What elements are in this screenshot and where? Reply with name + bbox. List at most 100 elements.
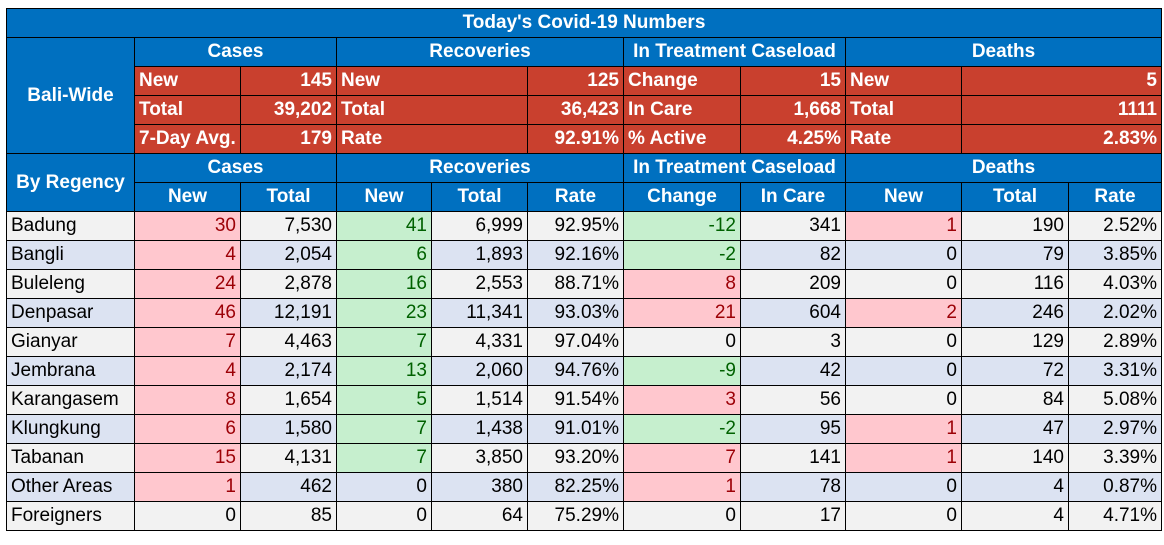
table-cell: 7 [336,327,432,357]
table-cell: 0.87% [1068,472,1162,502]
bali-wide-label-cell: Change [623,66,741,96]
table-cell: 140 [961,443,1069,473]
table-cell: 75.29% [527,501,624,531]
table-cell: 0 [336,501,432,531]
table-cell: 4 [961,472,1069,502]
bali-wide-label-cell: % Active [623,124,741,154]
regency-name: Buleleng [6,269,135,299]
table-cell: 7 [336,414,432,444]
regency-name: Karangasem [6,385,135,415]
table-cell: 8 [623,269,741,299]
table-cell: 93.03% [527,298,624,328]
table-cell: 1,654 [240,385,337,415]
table-cell: 0 [845,356,962,386]
table-cell: 209 [740,269,846,299]
table-cell: 2 [845,298,962,328]
table-cell: 3.31% [1068,356,1162,386]
column-header: Total [240,182,337,212]
table-cell: 3.39% [1068,443,1162,473]
table-cell: 5.08% [1068,385,1162,415]
table-cell: 7 [336,443,432,473]
table-row: Foreigners 0 85 0 64 75.29% 0 17 0 4 4.71% [6,501,1162,531]
table-cell: 4,463 [240,327,337,357]
bw-group-deaths: Deaths [845,37,1162,67]
regency-name: Gianyar [6,327,135,357]
table-cell: 1 [845,211,962,241]
bali-wide-label-cell: 7-Day Avg. [134,124,241,154]
table-cell: 129 [961,327,1069,357]
regency-name: Denpasar [6,298,135,328]
by-regency-label: By Regency [6,153,135,212]
table-cell: 91.01% [527,414,624,444]
table-cell: -12 [623,211,741,241]
table-cell: 12,191 [240,298,337,328]
table-cell: -2 [623,240,741,270]
table-cell: 0 [623,327,741,357]
table-cell: 1,514 [431,385,528,415]
table-cell: 4 [134,356,241,386]
table-cell: 97.04% [527,327,624,357]
bali-wide-label-cell: In Care [623,95,741,125]
reg-group-cases: Cases [134,153,337,183]
bali-wide-label-cell: New [845,66,962,96]
table-cell: 1,438 [431,414,528,444]
table-cell: 1 [845,414,962,444]
table-cell: 0 [845,501,962,531]
table-cell: 84 [961,385,1069,415]
table-cell: 141 [740,443,846,473]
bali-wide-label-cell: Total [336,95,528,125]
table-row: Denpasar 46 12,191 23 11,341 93.03% 21 604 2 246 2… [6,298,1162,328]
table-cell: 6 [336,240,432,270]
bw-group-recoveries: Recoveries [336,37,624,67]
column-header-row: New Total New Total Rate Change In Care New Tota… [7,182,1162,212]
table-cell: 2,553 [431,269,528,299]
table-cell: 23 [336,298,432,328]
table-cell: 2,878 [240,269,337,299]
bali-wide-value-cell: 179 [240,124,337,154]
column-header: New [845,182,962,212]
table-cell: 82 [740,240,846,270]
table-row: Jembrana 4 2,174 13 2,060 94.76% -9 42 0 72 3.31% [6,356,1162,386]
bali-wide-label-cell: Rate [336,124,528,154]
table-cell: 1 [845,443,962,473]
table-cell: 0 [623,501,741,531]
bali-wide-value-cell: 1111 [961,95,1162,125]
table-title: Today's Covid-19 Numbers [6,8,1162,38]
bali-wide-value-cell: 36,423 [527,95,624,125]
bali-wide-value-cell: 145 [240,66,337,96]
table-cell: 4.71% [1068,501,1162,531]
table-cell: 0 [845,240,962,270]
column-header: Change [623,182,741,212]
table-cell: 462 [240,472,337,502]
table-cell: 116 [961,269,1069,299]
table-cell: 4 [961,501,1069,531]
table-cell: 94.76% [527,356,624,386]
bali-wide-value-cell: 4.25% [740,124,846,154]
table-cell: 2,054 [240,240,337,270]
table-cell: 2.02% [1068,298,1162,328]
table-row: Buleleng 24 2,878 16 2,553 88.71% 8 209 0 116 4.03… [6,269,1162,299]
bw-group-treatment: In Treatment Caseload [623,37,846,67]
table-cell: 16 [336,269,432,299]
column-header: Total [431,182,528,212]
table-cell: 24 [134,269,241,299]
regency-name: Jembrana [6,356,135,386]
table-cell: -9 [623,356,741,386]
table-cell: 2.52% [1068,211,1162,241]
table-cell: 11,341 [431,298,528,328]
table-row: Badung 30 7,530 41 6,999 92.95% -12 341 1 190 2.52… [6,211,1162,241]
regency-name: Klungkung [6,414,135,444]
table-cell: 56 [740,385,846,415]
table-cell: 0 [845,385,962,415]
bali-wide-value-cell: 39,202 [240,95,337,125]
table-cell: 0 [845,327,962,357]
table-cell: 93.20% [527,443,624,473]
table-cell: 341 [740,211,846,241]
table-row: Other Areas 1 462 0 380 82.25% 1 78 0 4 0.87% [6,472,1162,502]
reg-group-treatment: In Treatment Caseload [623,153,846,183]
table-cell: 79 [961,240,1069,270]
regency-name: Bangli [6,240,135,270]
table-cell: 15 [134,443,241,473]
regency-name: Foreigners [6,501,135,531]
regency-name: Badung [6,211,135,241]
